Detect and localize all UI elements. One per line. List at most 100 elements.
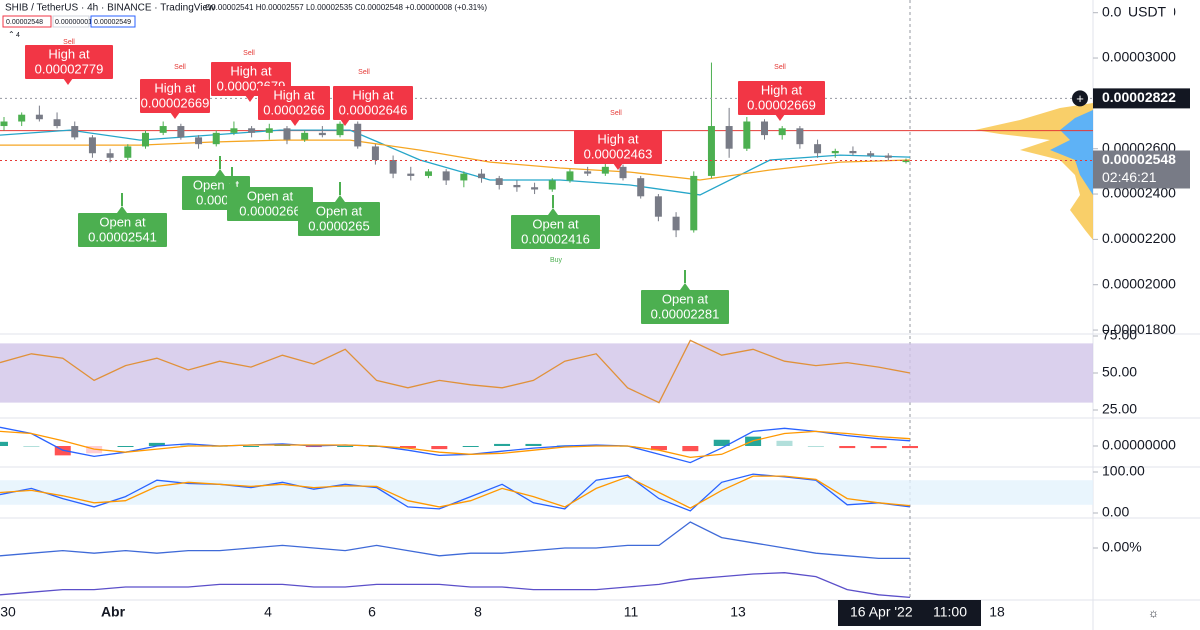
collapse-icon[interactable]: ⌃ (8, 30, 15, 39)
annotation-text: Open at (316, 203, 363, 218)
annotation-pointer (117, 206, 127, 213)
candle-body (141, 132, 149, 147)
annotation-pointer (245, 95, 255, 102)
histogram-bar (902, 446, 918, 449)
candle-body (159, 126, 167, 133)
crosshair-date: 16 Apr '22 (850, 604, 913, 620)
annotation-text: Open at (662, 291, 709, 306)
annotation-value: 0.00002281 (651, 306, 720, 321)
x-tick-label: 18 (989, 604, 1005, 620)
unit: USDT (1128, 4, 1167, 20)
signal-label: Sell (243, 50, 255, 57)
candle-body (460, 173, 468, 181)
add-alert[interactable] (1072, 90, 1088, 107)
annotation-text: Open at (99, 214, 146, 229)
unit-box (1122, 3, 1174, 21)
volume-profile (975, 103, 1093, 240)
histogram-bar (650, 446, 667, 451)
candle-body (637, 178, 645, 197)
candle-body (371, 146, 379, 161)
crosshair-box (838, 600, 981, 626)
candle-body (690, 175, 698, 231)
annotation-value: 0.0000 (196, 192, 236, 207)
x-tick-label: 13 (730, 604, 746, 620)
histogram-bar (23, 446, 40, 447)
candle-body (177, 126, 185, 138)
annotation-pointer (227, 180, 237, 187)
candle-body (230, 128, 238, 133)
x-tick-label: 30 (0, 604, 16, 620)
y-tick-label: 0.00000000 (1102, 437, 1176, 453)
y-tick-label: 0.00 (1102, 504, 1129, 520)
annotation-box (140, 79, 210, 113)
annotation-pointer (335, 195, 345, 202)
candle-body (814, 144, 822, 154)
candle-body (601, 166, 609, 174)
price-label-box (1093, 88, 1190, 109)
annotation-value: 0.00002463 (584, 146, 653, 161)
candle-body (18, 114, 26, 122)
candle-body (849, 150, 857, 154)
annotation-text: Open at (247, 188, 294, 203)
candle-body (513, 184, 521, 188)
indicator-line (0, 426, 911, 464)
annotation-pointer (215, 169, 225, 176)
candle-body (531, 187, 539, 190)
symbol: SHIB / TetherUS · 4h · BINANCE · Trading… (5, 3, 216, 14)
annotation-text: High at (230, 63, 272, 78)
annotation-box (227, 187, 313, 221)
candle-body (584, 171, 592, 174)
x-tick-label: 4 (264, 604, 272, 620)
ohlc: O0.00002541 H0.00002557 L0.00002535 C0.0… (205, 3, 487, 12)
candle-body (478, 173, 486, 179)
indicator-line (0, 139, 911, 181)
candle-body (106, 153, 114, 158)
annotation-text: High at (48, 46, 90, 61)
candle-body (124, 146, 132, 158)
candle-body (831, 150, 839, 154)
annotation-pointer (290, 119, 300, 126)
settings-icon[interactable]: ☼ (1148, 606, 1159, 620)
y-tick-label: 100.00 (1102, 463, 1145, 479)
annotation-value: 0.00002416 (521, 231, 590, 246)
candle-body (354, 123, 362, 147)
badge (52, 15, 90, 28)
candle-body (407, 173, 415, 176)
candle-body (212, 132, 220, 145)
annotation-pointer (63, 78, 73, 85)
candle-body (495, 178, 503, 185)
y-tick-label: 0.00% (1102, 539, 1142, 555)
annotation-value: 0.0000266 (239, 203, 300, 218)
badge (90, 15, 136, 28)
annotation-pointer (775, 114, 785, 121)
candle-body (301, 132, 309, 140)
indicator-line (0, 339, 911, 404)
crosshair-time: 11:00 (933, 604, 967, 620)
histogram-bar (0, 441, 8, 446)
annotation-box (641, 290, 729, 324)
histogram-bar (399, 446, 416, 449)
y-tick-label: 0.00003000 (1102, 49, 1176, 65)
add-icon: + (1076, 91, 1084, 106)
annotation-value: 0.00002669 (747, 97, 816, 112)
annotation-box (25, 45, 113, 79)
candle-body (654, 196, 662, 217)
annotation-value: 0.00002646 (339, 102, 408, 117)
annotation-box (738, 81, 825, 115)
candle-body (442, 171, 450, 181)
x-tick-label: 6 (368, 604, 376, 620)
candle-body (884, 155, 892, 158)
histogram-bar (243, 446, 260, 447)
signal-label: Sell (174, 64, 186, 71)
annotation-pointer (680, 283, 690, 290)
candle-body (725, 126, 733, 149)
candle-body (902, 160, 910, 163)
indicator-line (0, 572, 911, 599)
candle-body (0, 121, 8, 127)
annotation-pointer (340, 119, 350, 126)
histogram-bar (337, 446, 354, 447)
plot-area (0, 62, 1093, 599)
indicator-count[interactable]: 4 (16, 32, 20, 39)
annotation-box (333, 86, 413, 120)
